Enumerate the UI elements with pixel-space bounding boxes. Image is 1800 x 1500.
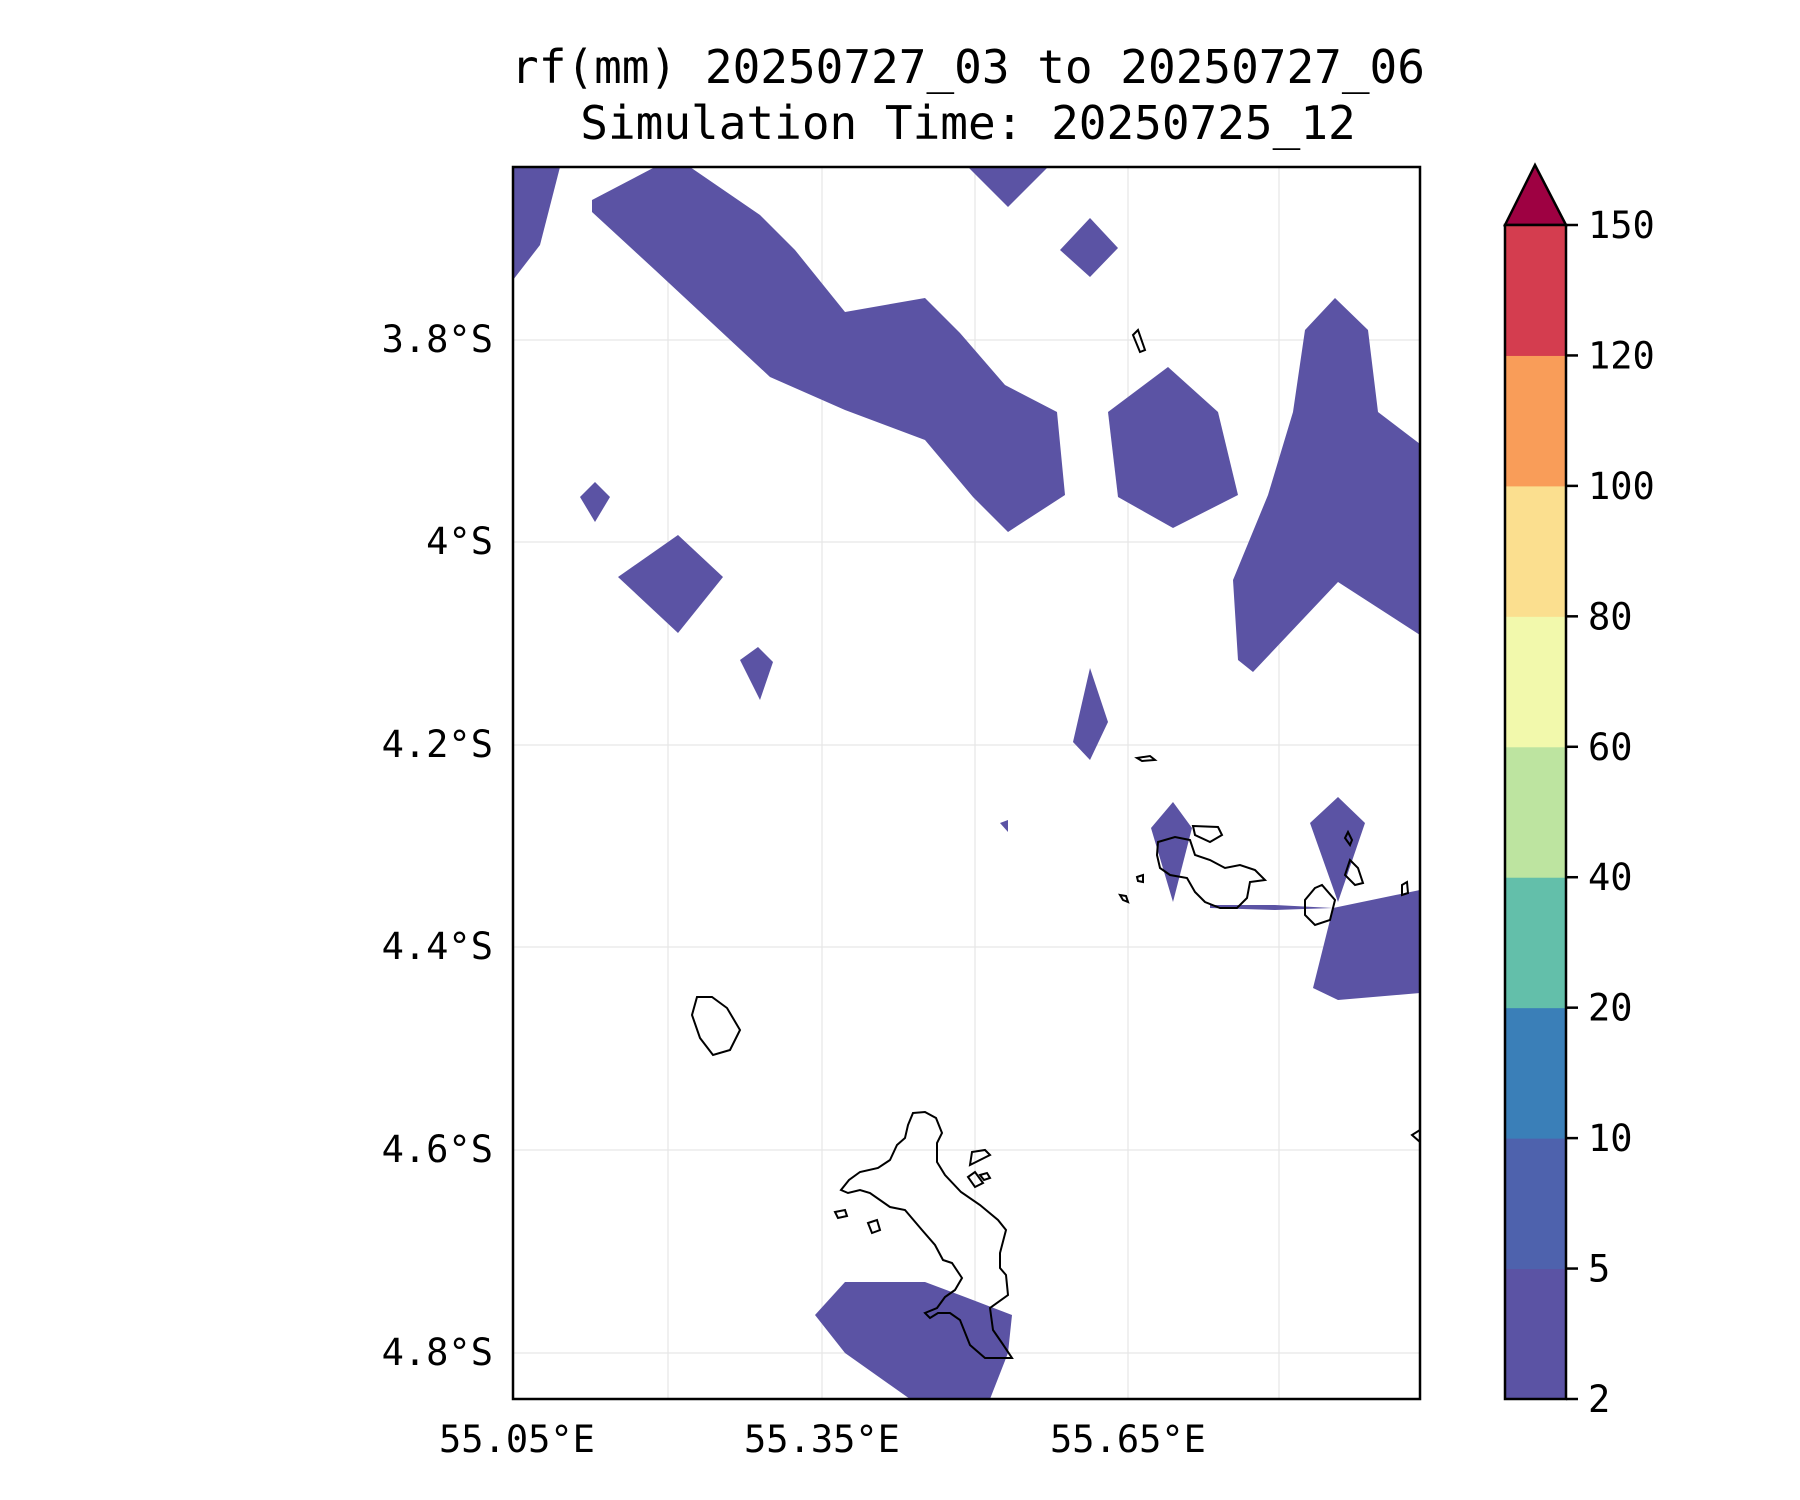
rain-area [1000,820,1008,832]
colorbar-segment [1505,877,1566,1009]
rain-area [1310,797,1365,902]
colorbar-segment [1505,225,1566,356]
colorbar-extend-arrow [1502,162,1569,227]
coastline-mahe [839,1110,1014,1359]
rainfall-contours [513,167,1420,1399]
rain-area [1108,367,1238,528]
colorbar-ticks: 2 5 10 20 40 60 80 100 120 150 [1566,204,1655,1421]
colorbar-segment [1505,1268,1566,1400]
rain-area [815,1282,1012,1399]
coastline-silhouette [690,996,742,1057]
coastline-islet [1135,873,1144,884]
colorbar-tick-label: 150 [1588,204,1655,247]
lat-tick-label: 4.8°S [382,1331,493,1374]
colorbar-segment [1505,1007,1566,1139]
colorbar-segment [1505,746,1566,878]
lon-tick-label: 55.65°E [1050,1418,1206,1461]
lat-tick-labels: 3.8°S 4°S 4.2°S 4.4°S 4.6°S 4.8°S [382,318,493,1374]
colorbar-tick-label: 80 [1588,595,1633,638]
colorbar-tick-label: 10 [1588,1117,1633,1160]
colorbar-tick-label: 5 [1588,1248,1610,1291]
colorbar: 2 5 10 20 40 60 80 100 120 150 [1502,162,1655,1421]
lat-tick-label: 4.4°S [382,925,493,968]
coastline-islet [1401,880,1410,897]
coastline-praslin [1155,835,1268,909]
colorbar-tick-label: 40 [1588,856,1633,899]
lat-tick-label: 4.2°S [382,723,493,766]
coastline-islet [1191,824,1224,844]
colorbar-segment [1505,1138,1566,1270]
map-plot-area [511,165,1422,1401]
rain-area [592,167,1065,532]
rain-area [1073,668,1108,760]
colorbar-segment [1505,485,1566,617]
coastline-islet [1131,328,1147,354]
lat-tick-label: 4.6°S [382,1128,493,1171]
rain-area [740,647,773,700]
rain-area [1151,802,1192,902]
lat-tick-label: 4°S [426,520,493,563]
colorbar-tick-label: 20 [1588,987,1633,1030]
coastline-islet [1134,754,1158,763]
map-frame [511,165,1422,1401]
rain-area [1210,905,1333,910]
rain-area [513,167,560,280]
coastline-islet [1410,1129,1420,1143]
colorbar-frame [1503,223,1568,1401]
map-title-line-2: Simulation Time: 20250725_12 [580,96,1355,150]
rain-area [580,482,610,522]
colorbar-tick-label: 100 [1588,465,1655,508]
lon-tick-label: 55.35°E [744,1418,900,1461]
colorbar-segment [1505,355,1566,487]
coastline-islet [978,1171,992,1182]
coastline-islet [1343,829,1354,848]
map-title-line-1: rf(mm) 20250727_03 to 20250727_06 [511,40,1425,94]
rain-area [1408,492,1420,560]
coastline-islet [966,1170,985,1189]
coastline-islet [1304,883,1337,927]
rain-area [1313,890,1420,1000]
lon-tick-labels: 55.05°E 55.35°E 55.65°E [439,1418,1206,1461]
rain-area [968,167,1048,207]
lat-tick-label: 3.8°S [382,318,493,361]
coastline-islet [866,1218,882,1235]
coastline-islet [1118,893,1130,904]
coastline-islet [833,1208,849,1220]
rain-area [1233,298,1420,672]
coastline-islet [1343,858,1365,887]
coastlines [690,328,1420,1359]
rain-area [618,535,723,633]
colorbar-tick-label: 120 [1588,334,1655,377]
rain-area [1060,218,1118,277]
colorbar-tick-label: 60 [1588,726,1633,769]
lon-tick-label: 55.05°E [439,1418,595,1461]
coastline-islet [968,1148,992,1167]
colorbar-tick-label: 2 [1588,1378,1610,1421]
colorbar-segments [1505,225,1566,1400]
colorbar-segment [1505,616,1566,748]
